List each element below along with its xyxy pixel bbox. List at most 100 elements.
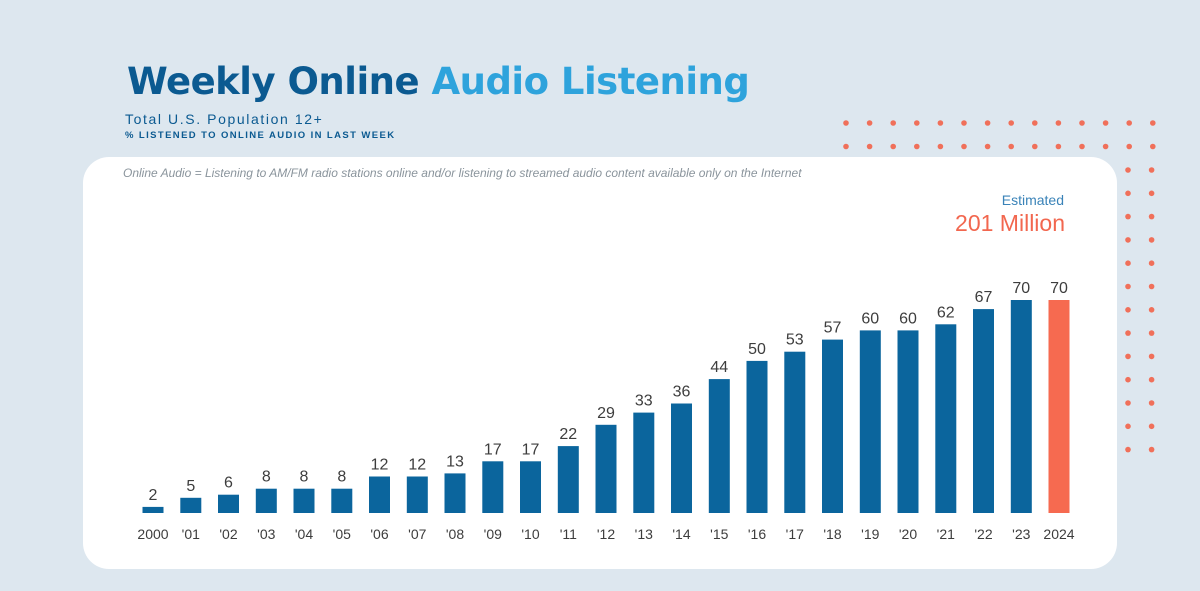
x-tick-label: '19: [861, 526, 879, 542]
dot: [1150, 120, 1156, 126]
data-label: 13: [446, 453, 464, 470]
x-tick-label: '08: [446, 526, 464, 542]
dot: [1150, 143, 1156, 150]
x-tick-label: '07: [408, 526, 426, 542]
definition-note: Online Audio = Listening to AM/FM radio …: [123, 166, 802, 180]
x-tick-label: '17: [786, 526, 804, 542]
bar: [444, 473, 466, 513]
dot: [984, 120, 991, 126]
dot: [1148, 400, 1155, 406]
dot: [1148, 376, 1155, 383]
dot: [984, 143, 991, 150]
dot: [914, 143, 920, 150]
data-label: 50: [748, 341, 766, 358]
dot: [1102, 143, 1109, 150]
bar: [218, 494, 239, 513]
dot: [1148, 353, 1155, 360]
x-tick-label: '11: [560, 526, 577, 542]
bar: [293, 488, 315, 513]
estimate-label: Estimated: [1001, 192, 1064, 208]
data-label: 8: [337, 469, 346, 486]
x-tick-label: '06: [370, 526, 388, 542]
data-label: 60: [899, 310, 917, 327]
dot: [890, 120, 896, 126]
data-label: 70: [1012, 280, 1030, 297]
x-tick-label: '16: [748, 526, 766, 542]
dot: [843, 120, 849, 126]
dot: [1008, 143, 1014, 150]
dot: [1079, 120, 1085, 126]
x-tick-label: '23: [1012, 526, 1030, 542]
dot: [1125, 190, 1131, 197]
dot: [937, 143, 944, 150]
dot: [1125, 167, 1131, 173]
dot: [1125, 237, 1131, 243]
dot: [1126, 143, 1132, 150]
x-tick-label: '13: [635, 526, 653, 542]
dot: [961, 143, 967, 150]
data-label: 62: [937, 304, 955, 321]
data-label: 6: [224, 475, 233, 492]
dot: [1125, 283, 1131, 290]
dot: [1055, 143, 1062, 150]
data-label: 33: [635, 393, 653, 410]
dot: [1079, 143, 1085, 150]
data-label: 22: [559, 426, 577, 443]
dot: [1125, 446, 1131, 453]
bar: [1010, 300, 1032, 513]
x-tick-label: 2024: [1043, 526, 1074, 542]
x-tick-label: '10: [521, 526, 539, 542]
dot: [1126, 120, 1132, 126]
dot: [1125, 213, 1131, 220]
data-label: 29: [597, 405, 615, 422]
dot: [1102, 120, 1109, 126]
data-label: 17: [522, 441, 540, 458]
dot: [1148, 283, 1155, 290]
data-label: 60: [861, 310, 879, 327]
dot: [1125, 330, 1131, 336]
bar: [331, 488, 353, 513]
bar: [746, 360, 768, 513]
data-label: 36: [673, 384, 691, 401]
x-tick-label: '03: [257, 526, 275, 542]
x-tick-label: '01: [182, 526, 200, 542]
bar: [671, 403, 692, 513]
bar: [1048, 300, 1070, 513]
x-tick-label: '18: [823, 526, 841, 542]
x-tick-label: '09: [484, 526, 502, 542]
bar: [180, 497, 202, 513]
data-label: 53: [786, 332, 804, 349]
dot: [914, 120, 920, 126]
data-label: 12: [408, 457, 426, 474]
dot: [1125, 376, 1131, 383]
dot: [1125, 260, 1131, 267]
x-tick-label: '04: [295, 526, 313, 542]
bar: [557, 446, 579, 513]
bar: [595, 424, 617, 513]
x-tick-label: '12: [597, 526, 615, 542]
data-label: 67: [975, 289, 993, 306]
estimate-value: 201 Million: [955, 210, 1065, 236]
bar: [633, 412, 655, 513]
data-label: 8: [262, 469, 271, 486]
bar: [859, 330, 881, 513]
bar: [973, 309, 994, 513]
dot: [1148, 190, 1155, 197]
data-label: 57: [824, 320, 842, 337]
dot: [1148, 446, 1155, 453]
bar: [142, 506, 164, 513]
bar: [935, 324, 957, 513]
dot: [843, 143, 849, 150]
data-label: 5: [186, 478, 195, 495]
dot: [1032, 143, 1038, 150]
page-title: Weekly Online Audio Listening: [127, 60, 750, 103]
data-label: 12: [371, 457, 389, 474]
x-tick-label: '05: [333, 526, 351, 542]
bar: [708, 379, 730, 513]
dot: [1148, 213, 1155, 220]
dot: [937, 120, 944, 126]
bar: [784, 351, 806, 513]
subtitle-metric: % LISTENED TO ONLINE AUDIO IN LAST WEEK: [125, 130, 396, 141]
